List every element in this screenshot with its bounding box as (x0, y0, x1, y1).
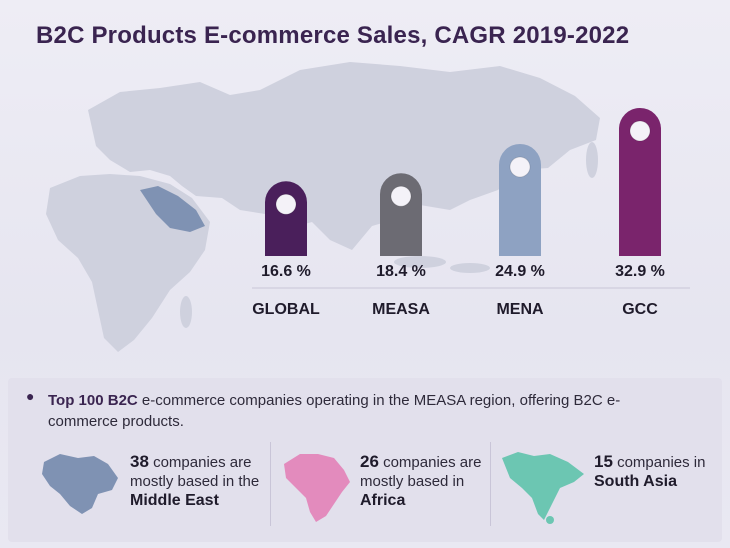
island-shape (450, 263, 490, 273)
south-asia-map-icon (502, 452, 584, 524)
region-count: 15 (594, 452, 613, 471)
world-map-background (46, 62, 600, 352)
chart-title: B2C Products E-commerce Sales, CAGR 2019… (36, 22, 630, 49)
middle-east-map-icon (42, 454, 118, 514)
category-label: GLOBAL (252, 301, 320, 318)
bar-marker-dot (390, 185, 412, 207)
category-label: MENA (496, 301, 544, 318)
bar-marker-dot (275, 193, 297, 215)
divider (270, 442, 271, 526)
category-label: MEASA (372, 301, 430, 318)
summary-text: Top 100 B2C e-commerce companies operati… (48, 390, 688, 432)
bar-marker-dot (509, 156, 531, 178)
value-label: 24.9 % (495, 263, 545, 280)
value-label: 18.4 % (376, 263, 426, 280)
region-desc: companies are mostly based in (360, 454, 482, 490)
bar-marker-dot (629, 120, 651, 142)
divider (490, 442, 491, 526)
africa-map-icon (284, 454, 350, 522)
value-label: 32.9 % (615, 263, 665, 280)
region-south-asia: 15 companies in South Asia (498, 448, 728, 528)
japan-shape (586, 142, 598, 178)
madagascar-shape (180, 296, 192, 328)
bar-measa (380, 173, 422, 256)
bar-mena (499, 143, 541, 256)
island-shape (394, 256, 446, 268)
summary-rest: e-commerce companies operating in the ME… (48, 392, 621, 430)
bullet-icon: ● (26, 388, 35, 404)
eurasia-shape (88, 62, 600, 250)
region-desc: companies in (612, 454, 706, 471)
category-label: GCC (622, 301, 658, 318)
region-place: South Asia (594, 473, 677, 490)
info-panel: ● Top 100 B2C e-commerce companies opera… (8, 378, 722, 542)
region-place: Africa (360, 492, 406, 509)
value-label: 16.6 % (261, 263, 311, 280)
bar-gcc (619, 107, 661, 256)
arabian-peninsula-highlight (140, 186, 205, 232)
region-middle-east: 38 companies are mostly based in the Mid… (38, 448, 268, 528)
bar-global (265, 181, 307, 256)
summary-bold: Top 100 B2C (48, 392, 138, 409)
region-africa: 26 companies are mostly based in Africa (278, 448, 508, 528)
region-count: 26 (360, 452, 379, 471)
region-desc: companies are mostly based in the (130, 454, 260, 490)
cagr-bar-chart: 16.6 % GLOBAL 18.4 % MEASA 24.9 % MENA 32.9 % G… (252, 107, 690, 318)
region-count: 38 (130, 452, 149, 471)
region-place: Middle East (130, 492, 219, 509)
